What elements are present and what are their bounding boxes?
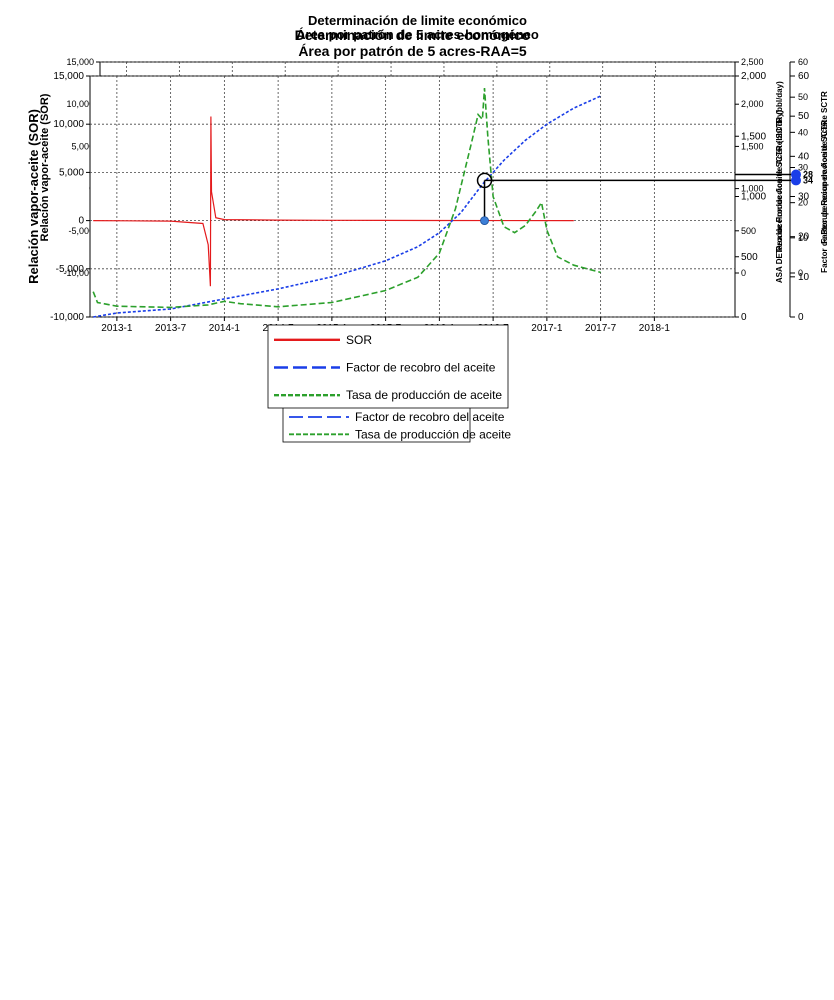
chart2-ylabel-right: ASA DE Produccion de Aceite SCTR (bbl/da… [775, 110, 784, 284]
chart2-ytick-right-label-4: 0 [741, 312, 747, 323]
chart2-xtick-label-1: 2013-7 [155, 323, 187, 334]
chart2-ytick-right2-label-6: 0 [798, 312, 804, 323]
chart2-ytick-right2-label-4: 20 [798, 232, 810, 243]
chart2-ytick-left-label-4: -5,000 [56, 264, 85, 275]
chart1-ytick-right2-label-4: 20 [798, 198, 808, 208]
chart2-ytick-right-label-1: 1,500 [741, 131, 766, 142]
chart2-series-2-line [92, 88, 601, 309]
chart1-ytick-right2-label-0: 60 [798, 57, 808, 67]
chart1-ytick-right-label-3: 1,000 [741, 184, 764, 194]
chart1-title-line-1: Determinación de limite económico [308, 13, 527, 28]
chart1-ytick-right-label-4: 500 [741, 226, 756, 236]
chart1-ytick-right-label-2: 1,500 [741, 141, 764, 151]
chart2-series-1-line [93, 95, 601, 318]
chart2-ytick-left-label-5: -10,000 [50, 312, 84, 323]
chart2-ytick-right-label-2: 1,000 [741, 192, 766, 203]
chart1-ytick-left-label-5: -10,000 [63, 268, 94, 278]
chart1-legend-label-1: Factor de recobro del aceite [355, 410, 505, 424]
chart1-legend-label-2: Tasa de producción de aceite [355, 427, 511, 441]
chart1-ylabel-right: Tasa de Produccion de Aceite SCTR (bbl/d… [775, 81, 784, 254]
chart2-xtick-label-0: 2013-1 [101, 323, 133, 334]
chart1-ytick-left-label-1: 10,000 [66, 99, 94, 109]
chart1-ytick-right-label-0: 2,500 [741, 57, 764, 67]
chart1-ytick-right-label-1: 2,000 [741, 99, 764, 109]
chart1-ytick-right2-label-6: 0 [798, 268, 803, 278]
chart1-ytick-right2-label-3: 30 [798, 163, 808, 173]
chart2-title-line-2: Área por patrón de 5 acres-RAA=5 [298, 43, 527, 59]
chart2-marker-label: 34 [803, 175, 813, 185]
chart-bottom: Determinación de limite económico Área po… [26, 27, 829, 409]
chart2-xtick-label-2: 2014-1 [209, 323, 241, 334]
chart1-ylabel-right2: Factor de Recuperacion de Aceite SCTR [820, 91, 829, 244]
chart2-xtick-label-8: 2017-1 [531, 323, 563, 334]
chart1-ytick-left-label-2: 5,000 [71, 141, 94, 151]
chart1-title-line-2: Área por patrón de 5 acres-homogéneo [296, 27, 539, 42]
chart2-legend-box [267, 324, 509, 409]
chart2-marker-axis-dot [791, 175, 801, 186]
chart2-ylabel-right2: Factor de Recuperacion de Aceite SCTR [820, 120, 829, 273]
chart2-ytick-right2-label-0: 60 [798, 71, 810, 82]
chart2-ytick-right2-label-2: 40 [798, 151, 810, 162]
chart2-legend-label-2: Tasa de producción de aceite [346, 388, 502, 402]
chart1-ytick-left-label-4: -5,000 [68, 226, 94, 236]
chart2-marker-point [480, 216, 489, 226]
chart2-ytick-right2-label-3: 30 [798, 192, 810, 203]
chart2-series-0-line [93, 116, 574, 287]
chart2-ytick-right-label-3: 500 [741, 252, 758, 263]
chart2-ytick-right2-label-1: 50 [798, 111, 810, 122]
chart2-ytick-left-label-2: 5,000 [59, 167, 84, 178]
chart2-ytick-left-label-1: 10,000 [53, 119, 84, 130]
chart1-ytick-right2-label-5: 10 [798, 233, 808, 243]
chart2-ylabel-left: Relación vapor-aceite (SOR) [26, 109, 41, 284]
chart2-legend: SOR Factor de recobro del aceite Tasa de p… [267, 324, 509, 409]
chart2-xtick-label-10: 2018-1 [639, 323, 671, 334]
chart1-ylabel-left: Relación vapor-aceite (SOR) [39, 93, 51, 241]
chart1-ytick-right2-label-1: 50 [798, 92, 808, 102]
chart2-xtick-label-9: 2017-7 [585, 323, 617, 334]
chart1-ytick-right-label-5: 0 [741, 268, 746, 278]
chart2-ytick-right-label-0: 2,000 [741, 71, 766, 82]
chart2-title-line-1: Determinación de limite económico [295, 27, 531, 43]
chart2-plot-frame [89, 75, 736, 318]
chart2-legend-label-1: Factor de recobro del aceite [346, 361, 496, 375]
chart1-marker-label: 28 [803, 170, 813, 180]
chart1-ytick-left-label-0: 15,000 [66, 57, 94, 67]
chart2-ytick-left-label-0: 15,000 [53, 71, 84, 82]
chart2-marker-ring [476, 172, 493, 189]
chart1-ytick-right2-label-2: 40 [798, 127, 808, 137]
chart2-ytick-left-label-3: 0 [78, 216, 84, 227]
chart2-ytick-right2-label-5: 10 [798, 272, 810, 283]
chart2-legend-label-0: SOR [346, 333, 372, 347]
